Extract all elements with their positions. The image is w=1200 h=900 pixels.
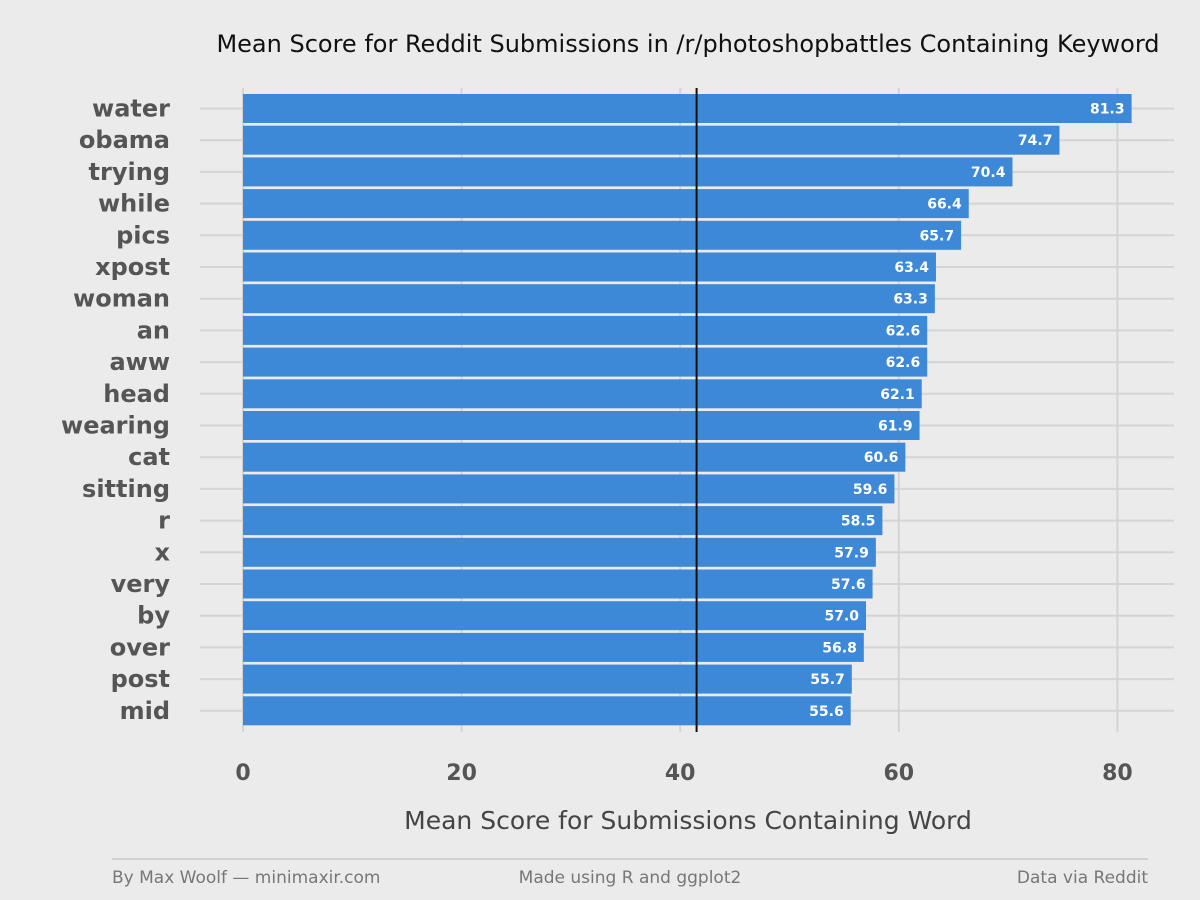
value-label: 55.6	[809, 704, 844, 720]
category-label: mid	[120, 697, 170, 725]
value-label: 55.7	[810, 672, 845, 688]
x-axis-ticks: 0 20 40 60 80	[235, 761, 1132, 786]
chart-title: Mean Score for Reddit Submissions in /r/…	[216, 30, 1159, 58]
footer-source: Data via Reddit	[1017, 868, 1148, 888]
bar	[243, 125, 1060, 155]
footer-credit: By Max Woolf — minimaxir.com	[112, 868, 381, 888]
x-tick-label: 20	[446, 761, 477, 786]
bars	[243, 94, 1132, 726]
value-label: 63.4	[894, 260, 929, 276]
value-label: 74.7	[1018, 133, 1053, 149]
value-label: 65.7	[920, 228, 955, 244]
category-label: obama	[79, 126, 170, 154]
bar	[243, 252, 936, 282]
category-label: while	[98, 190, 170, 218]
value-label: 59.6	[853, 482, 888, 498]
category-label: woman	[73, 285, 170, 313]
bar	[243, 569, 873, 599]
bar	[243, 379, 922, 409]
category-label: very	[111, 570, 171, 598]
category-label: aww	[109, 348, 170, 376]
x-tick-label: 40	[665, 761, 696, 786]
value-label: 60.6	[864, 450, 899, 466]
category-label: r	[158, 507, 170, 535]
category-label: over	[110, 633, 170, 661]
category-labels: waterobamatryingwhilepicsxpostwomananaww…	[61, 95, 171, 725]
category-label: trying	[89, 158, 170, 186]
footer-tools: Made using R and ggplot2	[519, 868, 742, 888]
bar	[243, 632, 864, 662]
bar	[243, 506, 883, 536]
bar	[243, 537, 876, 567]
value-label: 57.9	[834, 545, 869, 561]
bar	[243, 347, 928, 377]
value-label: 62.6	[886, 323, 921, 339]
bar	[243, 664, 852, 694]
category-label: an	[137, 316, 170, 344]
bar	[243, 601, 867, 631]
value-label: 81.3	[1090, 102, 1125, 118]
category-label: wearing	[61, 412, 170, 440]
value-label: 61.9	[878, 419, 913, 435]
bar	[243, 189, 969, 219]
value-label: 57.6	[831, 577, 866, 593]
category-label: pics	[116, 221, 170, 249]
value-labels: 81.3 74.7 70.4 66.4 65.7 63.4 63.3 62.6 62.6 62.1…	[809, 102, 1124, 720]
bar	[243, 220, 962, 250]
x-tick-label: 60	[883, 761, 914, 786]
bar	[243, 284, 935, 314]
bar	[243, 411, 920, 440]
bar	[243, 157, 1013, 187]
value-label: 56.8	[822, 640, 857, 656]
bar	[243, 315, 928, 345]
value-label: 62.6	[886, 355, 921, 371]
value-label: 70.4	[971, 165, 1006, 181]
x-axis-label: Mean Score for Submissions Containing Wo…	[404, 806, 972, 835]
bar	[243, 474, 895, 504]
value-label: 62.1	[880, 387, 915, 403]
bar	[243, 696, 851, 726]
category-label: head	[103, 380, 170, 408]
value-label: 66.4	[927, 197, 962, 213]
category-label: sitting	[82, 475, 170, 503]
category-label: by	[137, 602, 170, 630]
x-tick-label: 80	[1102, 761, 1133, 786]
x-tick-label: 0	[235, 761, 250, 786]
category-label: xpost	[95, 253, 170, 281]
value-label: 57.0	[824, 609, 859, 625]
category-label: water	[92, 95, 170, 123]
category-label: post	[111, 665, 170, 693]
bar	[243, 442, 906, 472]
value-label: 63.3	[893, 292, 928, 308]
value-label: 58.5	[841, 514, 876, 530]
bar	[243, 94, 1132, 123]
category-label: x	[155, 538, 171, 566]
category-label: cat	[128, 443, 170, 471]
